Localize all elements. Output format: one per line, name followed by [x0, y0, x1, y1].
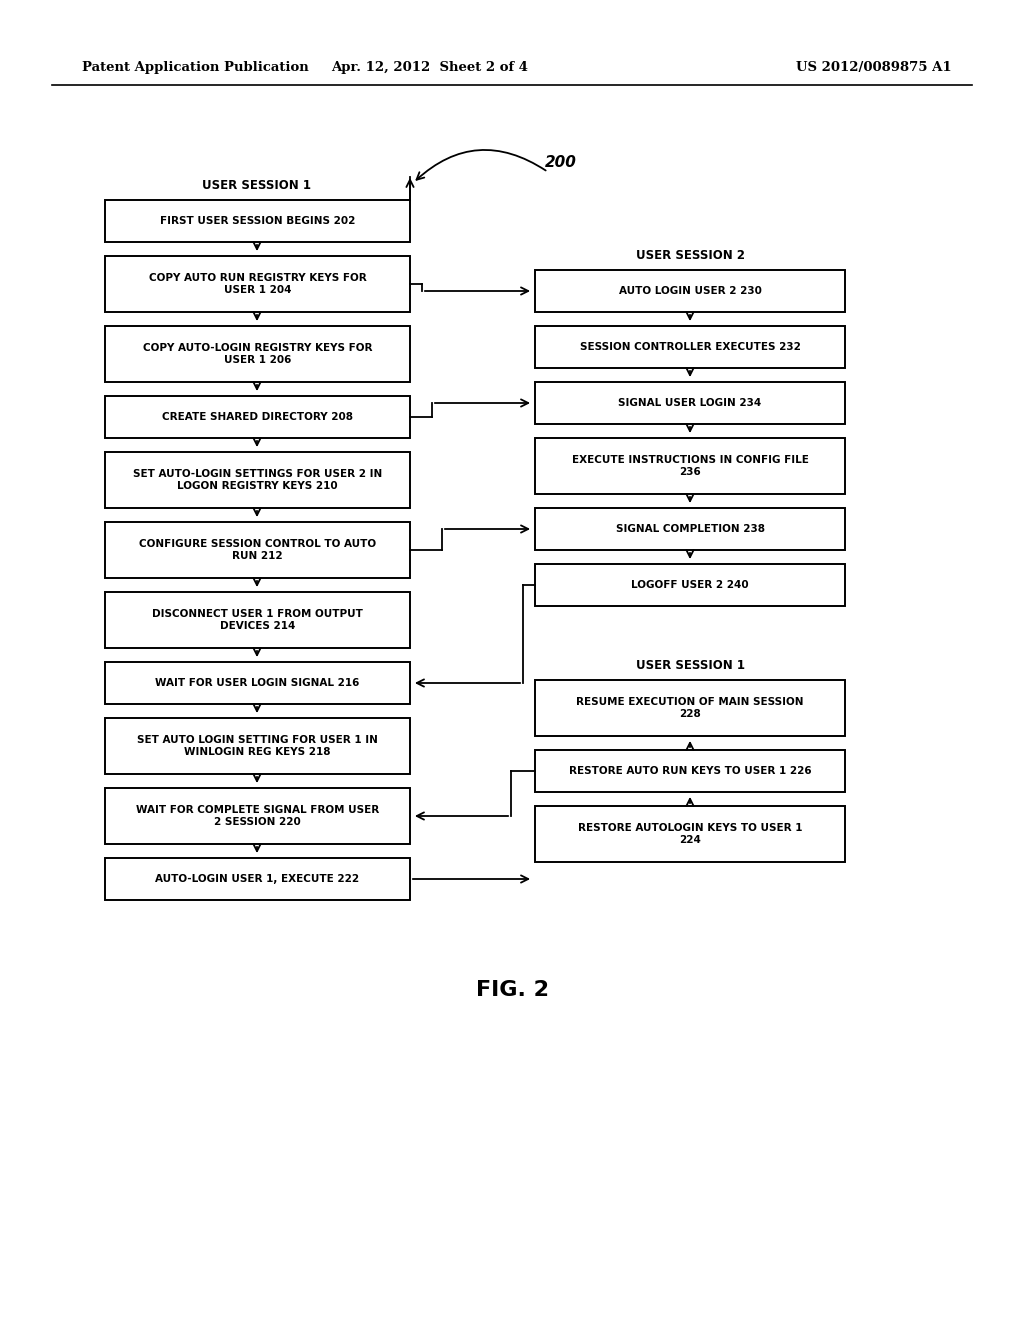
Text: COPY AUTO-LOGIN REGISTRY KEYS FOR
USER 1 206: COPY AUTO-LOGIN REGISTRY KEYS FOR USER 1… [142, 343, 373, 366]
Bar [535, 680, 845, 737]
Text: AUTO LOGIN USER 2 230: AUTO LOGIN USER 2 230 [618, 286, 762, 296]
Text: Patent Application Publication: Patent Application Publication [82, 62, 309, 74]
Bar [535, 271, 845, 312]
Text: USER SESSION 2: USER SESSION 2 [636, 249, 744, 261]
Text: CREATE SHARED DIRECTORY 208: CREATE SHARED DIRECTORY 208 [162, 412, 353, 422]
Text: SIGNAL USER LOGIN 234: SIGNAL USER LOGIN 234 [618, 399, 762, 408]
Text: WAIT FOR COMPLETE SIGNAL FROM USER
2 SESSION 220: WAIT FOR COMPLETE SIGNAL FROM USER 2 SES… [136, 805, 379, 828]
Text: DISCONNECT USER 1 FROM OUTPUT
DEVICES 214: DISCONNECT USER 1 FROM OUTPUT DEVICES 21… [152, 609, 362, 631]
Text: US 2012/0089875 A1: US 2012/0089875 A1 [797, 62, 952, 74]
Text: SESSION CONTROLLER EXECUTES 232: SESSION CONTROLLER EXECUTES 232 [580, 342, 801, 352]
Bar [105, 326, 410, 381]
Text: Apr. 12, 2012  Sheet 2 of 4: Apr. 12, 2012 Sheet 2 of 4 [332, 62, 528, 74]
Text: USER SESSION 1: USER SESSION 1 [636, 659, 744, 672]
Text: AUTO-LOGIN USER 1, EXECUTE 222: AUTO-LOGIN USER 1, EXECUTE 222 [156, 874, 359, 884]
Text: CONFIGURE SESSION CONTROL TO AUTO
RUN 212: CONFIGURE SESSION CONTROL TO AUTO RUN 21… [139, 539, 376, 561]
Text: SIGNAL COMPLETION 238: SIGNAL COMPLETION 238 [615, 524, 765, 535]
Text: USER SESSION 1: USER SESSION 1 [203, 180, 311, 191]
Bar [105, 788, 410, 843]
Bar [105, 858, 410, 900]
Bar [535, 508, 845, 550]
Bar [105, 591, 410, 648]
Bar [535, 564, 845, 606]
Bar [535, 326, 845, 368]
Bar [105, 256, 410, 312]
Bar [105, 718, 410, 774]
Text: RESTORE AUTOLOGIN KEYS TO USER 1
224: RESTORE AUTOLOGIN KEYS TO USER 1 224 [578, 822, 802, 845]
Bar [535, 807, 845, 862]
Text: WAIT FOR USER LOGIN SIGNAL 216: WAIT FOR USER LOGIN SIGNAL 216 [156, 678, 359, 688]
Text: EXECUTE INSTRUCTIONS IN CONFIG FILE
236: EXECUTE INSTRUCTIONS IN CONFIG FILE 236 [571, 455, 808, 478]
Text: LOGOFF USER 2 240: LOGOFF USER 2 240 [631, 579, 749, 590]
Bar [105, 663, 410, 704]
Bar [105, 451, 410, 508]
Bar [105, 396, 410, 438]
Text: SET AUTO LOGIN SETTING FOR USER 1 IN
WINLOGIN REG KEYS 218: SET AUTO LOGIN SETTING FOR USER 1 IN WIN… [137, 735, 378, 758]
Text: RESUME EXECUTION OF MAIN SESSION
228: RESUME EXECUTION OF MAIN SESSION 228 [577, 697, 804, 719]
Text: FIG. 2: FIG. 2 [475, 979, 549, 1001]
Bar [105, 201, 410, 242]
Text: COPY AUTO RUN REGISTRY KEYS FOR
USER 1 204: COPY AUTO RUN REGISTRY KEYS FOR USER 1 2… [148, 273, 367, 296]
Text: SET AUTO-LOGIN SETTINGS FOR USER 2 IN
LOGON REGISTRY KEYS 210: SET AUTO-LOGIN SETTINGS FOR USER 2 IN LO… [133, 469, 382, 491]
Bar [105, 521, 410, 578]
Text: FIRST USER SESSION BEGINS 202: FIRST USER SESSION BEGINS 202 [160, 216, 355, 226]
Text: RESTORE AUTO RUN KEYS TO USER 1 226: RESTORE AUTO RUN KEYS TO USER 1 226 [568, 766, 811, 776]
Bar [535, 750, 845, 792]
Text: 200: 200 [545, 154, 577, 170]
Bar [535, 438, 845, 494]
Bar [535, 381, 845, 424]
